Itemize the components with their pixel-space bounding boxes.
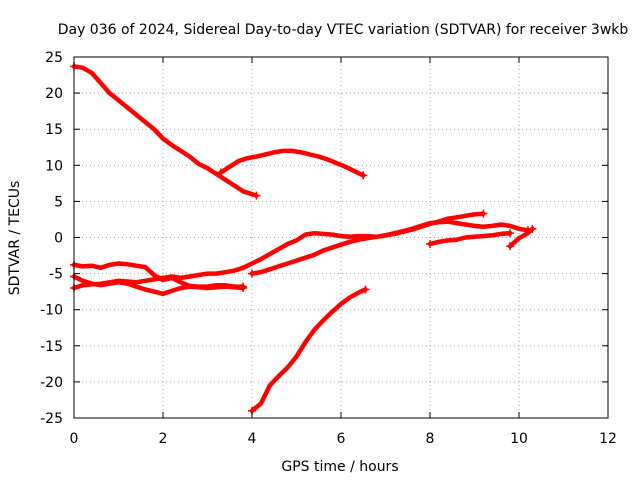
- data-point-marker: [506, 229, 515, 238]
- series-line-8: [507, 226, 535, 249]
- y-tick-label: 15: [45, 122, 63, 138]
- series-line-1: [71, 64, 259, 198]
- y-tick-label: 0: [54, 231, 63, 247]
- x-tick-label: 6: [337, 431, 346, 447]
- y-tick-label: -25: [40, 411, 63, 427]
- data-point-marker: [361, 285, 370, 294]
- data-point-marker: [426, 239, 434, 248]
- y-axis-title: SDTVAR / TECUs: [7, 181, 23, 296]
- chart-title: Day 036 of 2024, Sidereal Day-to-day VTE…: [58, 22, 629, 38]
- data-point-marker: [479, 209, 488, 218]
- y-tick-label: 5: [54, 194, 63, 210]
- series-line-9: [249, 287, 368, 414]
- y-tick-label: 20: [45, 86, 63, 102]
- data-point-marker: [248, 269, 256, 278]
- x-axis-title: GPS time / hours: [281, 459, 398, 475]
- y-tick-label: -20: [40, 375, 63, 391]
- data-point-marker: [359, 171, 368, 180]
- series-line-7: [427, 230, 513, 247]
- data-point-marker: [216, 168, 225, 177]
- x-tick-label: 2: [159, 431, 168, 447]
- data-series: [70, 62, 537, 415]
- data-point-marker: [506, 242, 515, 251]
- data-point-marker: [252, 191, 261, 200]
- series-line-2: [218, 148, 366, 178]
- y-tick-label: -10: [40, 303, 63, 319]
- x-tick-label: 8: [426, 431, 435, 447]
- series-line-6: [249, 219, 531, 276]
- data-point-marker: [239, 284, 248, 293]
- x-ticks: 0 2 4 6 8 10 12: [70, 57, 617, 447]
- y-tick-label: 25: [45, 50, 63, 66]
- series-line-5: [71, 274, 246, 297]
- y-tick-label: 10: [45, 158, 63, 174]
- data-point-marker: [528, 224, 537, 233]
- x-tick-label: 0: [70, 431, 79, 447]
- y-ticks: 25 20 15 10 5 0 -5 -10 -15 -20 -25: [40, 50, 608, 427]
- y-tick-label: -15: [40, 339, 63, 355]
- x-tick-label: 10: [510, 431, 528, 447]
- x-tick-label: 4: [248, 431, 257, 447]
- x-tick-label: 12: [599, 431, 617, 447]
- y-tick-label: -5: [49, 267, 63, 283]
